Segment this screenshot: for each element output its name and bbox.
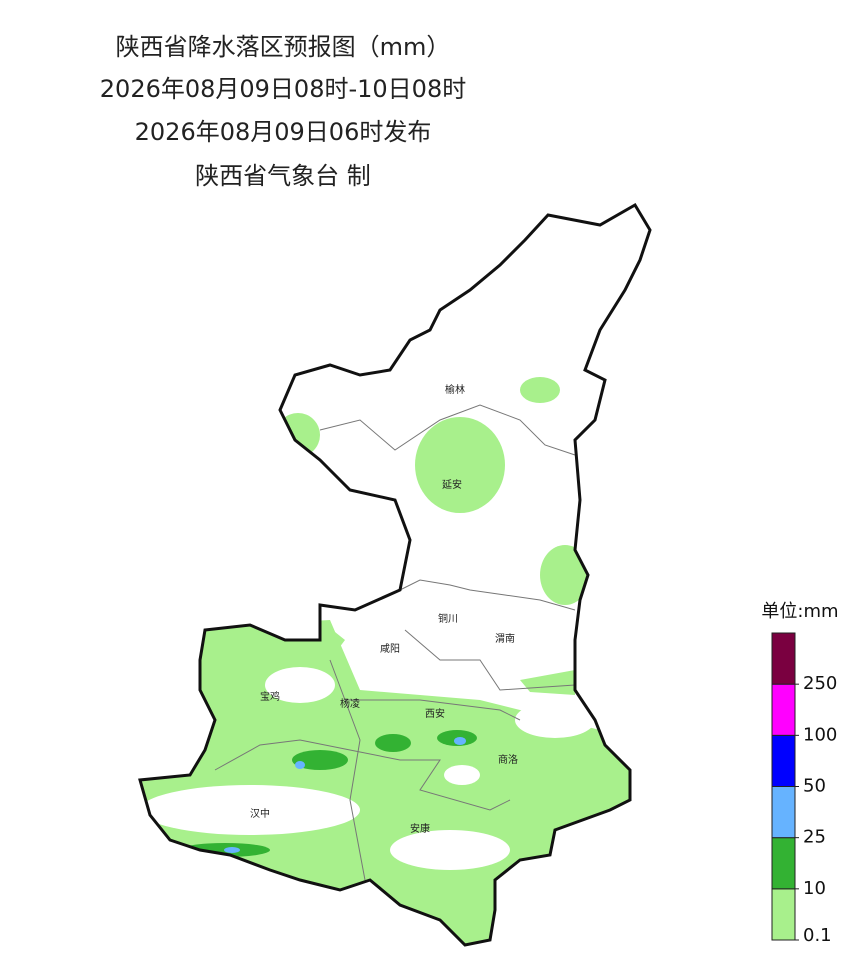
legend-swatch	[771, 786, 796, 839]
legend-label: 100	[803, 724, 837, 745]
city-label: 延安	[442, 478, 462, 491]
city-label: 咸阳	[380, 643, 400, 655]
city-label: 宝鸡	[260, 690, 280, 703]
legend-label: 50	[803, 776, 826, 797]
legend-title: 单位:mm	[761, 601, 838, 622]
legend-swatch	[771, 734, 796, 787]
city-label: 安康	[410, 822, 430, 835]
city-label: 商洛	[498, 753, 518, 766]
issued: 2026年08月09日06时发布	[135, 118, 432, 146]
producer: 陕西省气象台 制	[195, 162, 371, 190]
city-borders	[214, 404, 576, 881]
legend-swatch	[771, 683, 796, 736]
city-label: 杨凌	[340, 697, 360, 710]
legend-label: 0.1	[803, 925, 832, 946]
legend-label: 10	[803, 878, 826, 899]
city-label: 榆林	[445, 383, 465, 396]
title: 陕西省降水落区预报图（mm）	[116, 33, 451, 61]
city-label: 渭南	[495, 632, 515, 645]
legend: 0.1 10 25 50 100 250	[771, 632, 837, 946]
legend-swatch	[771, 837, 796, 890]
legend-label: 25	[803, 827, 826, 848]
city-label: 汉中	[250, 807, 270, 820]
legend-swatch	[771, 632, 796, 685]
legend-swatch	[771, 888, 796, 941]
legend-label: 250	[803, 673, 837, 694]
rain-area	[140, 377, 640, 945]
period: 2026年08月09日08时-10日08时	[100, 75, 466, 103]
city-label: 铜川	[438, 613, 458, 625]
city-label: 西安	[425, 707, 445, 720]
